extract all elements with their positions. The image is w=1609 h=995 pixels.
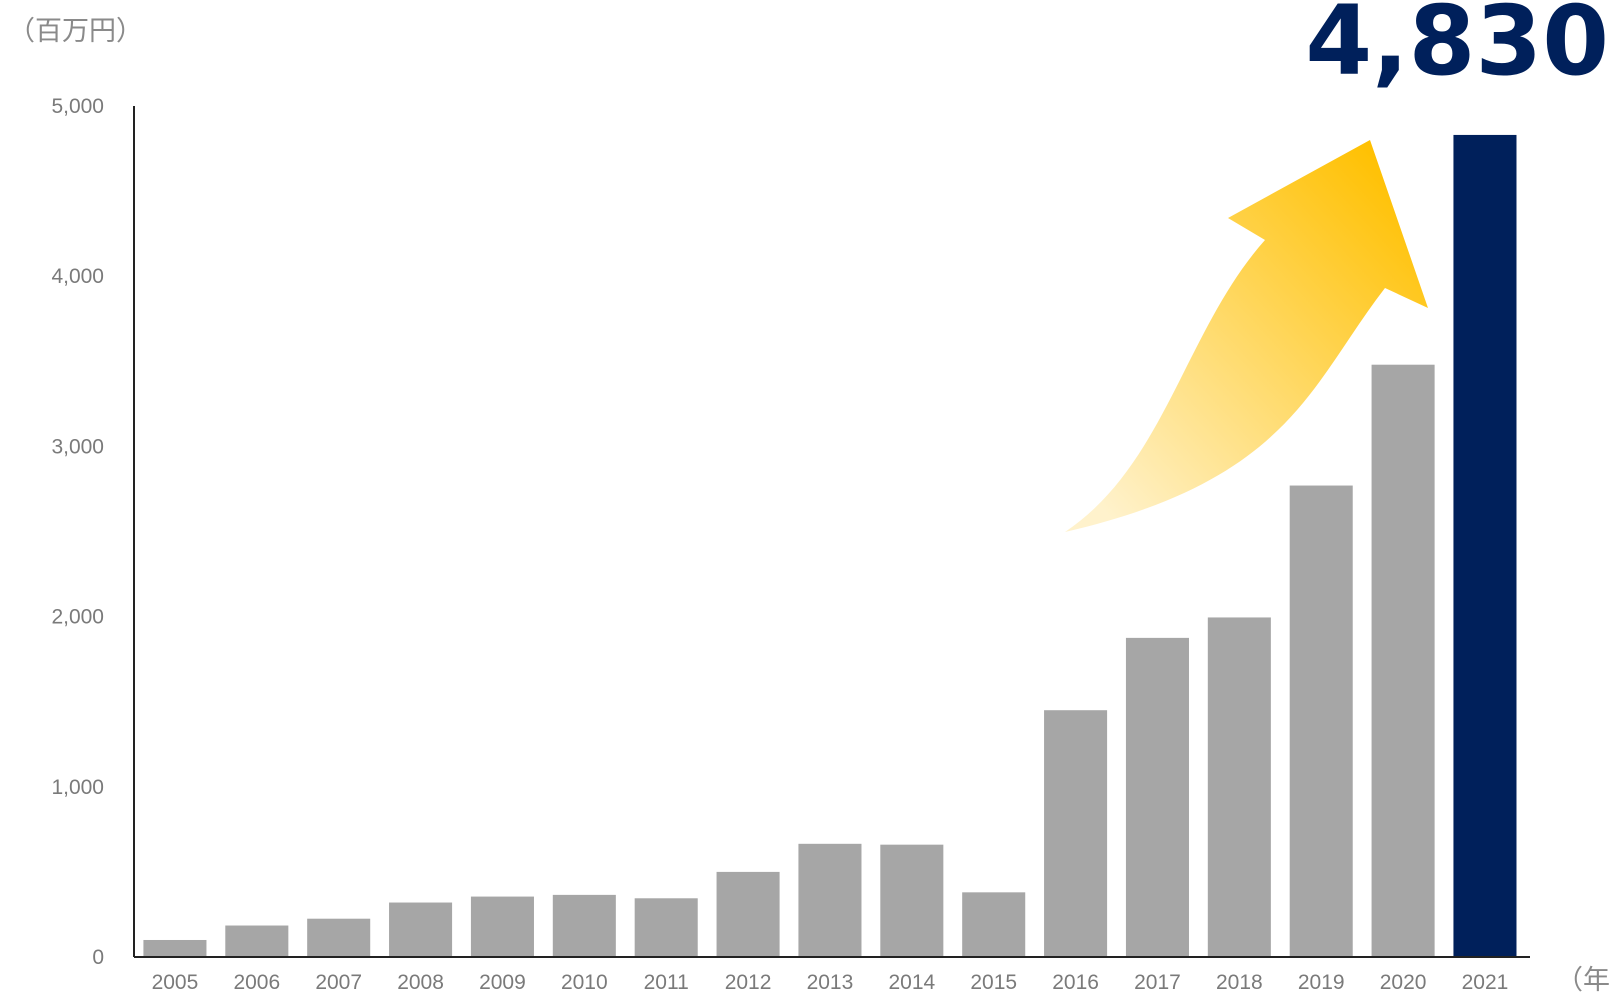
y-tick-label: 0 — [92, 946, 104, 969]
bar — [389, 902, 453, 957]
x-tick-label: 2012 — [725, 971, 772, 994]
bar — [1371, 364, 1435, 958]
x-unit-label: （年） — [1556, 965, 1609, 995]
bar — [880, 844, 944, 957]
x-tick-label: 2019 — [1298, 971, 1345, 994]
bar — [1207, 617, 1271, 957]
bar — [143, 939, 207, 957]
x-tick-label: 2006 — [233, 971, 280, 994]
bar-highlight — [1453, 134, 1517, 957]
bar — [470, 896, 534, 957]
x-tick-label: 2010 — [561, 971, 608, 994]
y-tick-label: 1,000 — [51, 776, 104, 799]
bar — [634, 898, 698, 957]
x-tick-label: 2011 — [644, 971, 689, 994]
bars-group — [143, 134, 1517, 958]
bar — [798, 843, 862, 957]
x-tick-label: 2016 — [1052, 971, 1099, 994]
x-tick-label: 2005 — [152, 971, 199, 994]
x-axis-ticks: 2005 2006 2007 2008 2009 2010 2011 2012 2013 2014… — [152, 971, 1509, 994]
y-axis-ticks: 0 1,000 2,000 3,000 4,000 5,000 — [51, 95, 104, 969]
bar — [307, 918, 371, 957]
x-tick-label: 2009 — [479, 971, 526, 994]
x-tick-label: 2015 — [970, 971, 1017, 994]
bar — [716, 871, 780, 957]
y-tick-label: 5,000 — [51, 95, 104, 118]
x-tick-label: 2014 — [888, 971, 935, 994]
bar — [552, 894, 616, 957]
x-tick-label: 2021 — [1462, 971, 1509, 994]
x-tick-label: 2017 — [1134, 971, 1181, 994]
x-tick-label: 2020 — [1380, 971, 1427, 994]
y-tick-label: 4,000 — [51, 265, 104, 288]
growth-arrow — [1065, 140, 1428, 532]
y-unit-label: （百万円） — [8, 16, 143, 47]
y-tick-label: 3,000 — [51, 435, 104, 458]
bar — [1289, 485, 1353, 957]
highlight-value-label: 4,830 — [1305, 0, 1609, 97]
y-tick-label: 2,000 — [51, 606, 104, 629]
x-tick-label: 2007 — [315, 971, 362, 994]
bar — [1044, 710, 1108, 957]
x-tick-label: 2013 — [807, 971, 854, 994]
x-tick-label: 2008 — [397, 971, 444, 994]
bar — [225, 925, 289, 957]
x-tick-label: 2018 — [1216, 971, 1263, 994]
bar — [962, 892, 1026, 957]
bar — [1125, 637, 1189, 957]
